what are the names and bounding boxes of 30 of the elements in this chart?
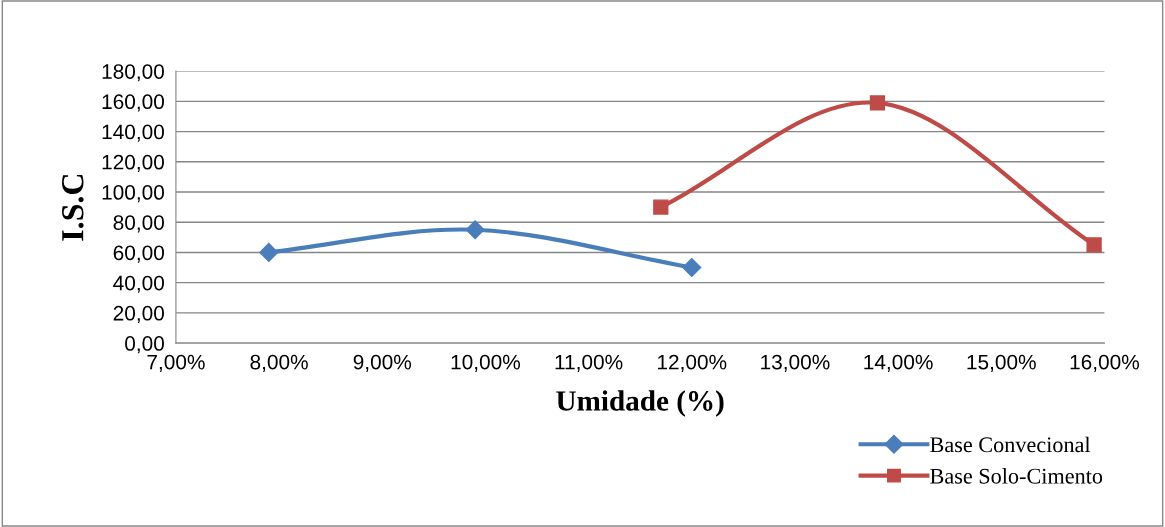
- x-tick-label: 10,00%: [451, 354, 521, 372]
- y-tick-label: 0,00: [125, 336, 164, 354]
- x-tick-label: 16,00%: [1070, 354, 1140, 372]
- point: [465, 220, 485, 240]
- point: [1086, 237, 1102, 253]
- y-tick-label: 40,00: [113, 275, 164, 293]
- legend-label: Base Solo-Cimento: [930, 468, 1103, 484]
- x-tick-label: 9,00%: [353, 354, 412, 372]
- y-tick-label: 160,00: [102, 94, 164, 112]
- y-tick-label: 20,00: [113, 305, 164, 324]
- y-tick-label: 180,00: [102, 64, 164, 82]
- x-axis-title: Umidade (%): [556, 390, 724, 417]
- y-tick-label: 60,00: [113, 245, 164, 263]
- x-tick-label: 12,00%: [658, 354, 727, 372]
- y-tick-label: 140,00: [102, 124, 164, 142]
- point: [869, 95, 886, 111]
- x-tick-label: 14,00%: [864, 354, 933, 372]
- x-tick-label: 7,00%: [147, 354, 205, 372]
- point: [259, 242, 279, 262]
- legend-label: Base Convecional: [930, 436, 1091, 453]
- y-tick-label: 80,00: [113, 215, 164, 233]
- x-tick-label: 13,00%: [761, 354, 830, 372]
- y-tick-label: 100,00: [102, 185, 164, 203]
- x-tick-label: 15,00%: [967, 354, 1036, 372]
- point: [653, 199, 669, 215]
- x-tick-label: 8,00%: [250, 354, 308, 372]
- y-axis-title: I.S.C: [62, 174, 84, 241]
- x-tick-label: 11,00%: [555, 354, 623, 372]
- y-tick-label: 120,00: [102, 154, 164, 172]
- point: [682, 258, 702, 278]
